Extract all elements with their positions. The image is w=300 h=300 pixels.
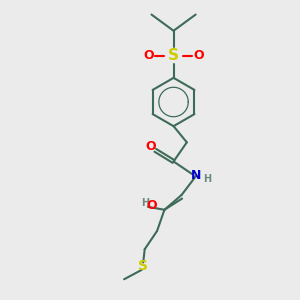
Text: O: O <box>146 140 156 153</box>
Text: O: O <box>193 49 204 62</box>
Text: S: S <box>138 259 148 273</box>
Text: O: O <box>143 49 154 62</box>
Text: S: S <box>168 48 179 63</box>
Text: H: H <box>141 198 149 208</box>
Text: H: H <box>203 174 211 184</box>
Text: O: O <box>146 199 157 212</box>
Text: N: N <box>191 169 202 182</box>
